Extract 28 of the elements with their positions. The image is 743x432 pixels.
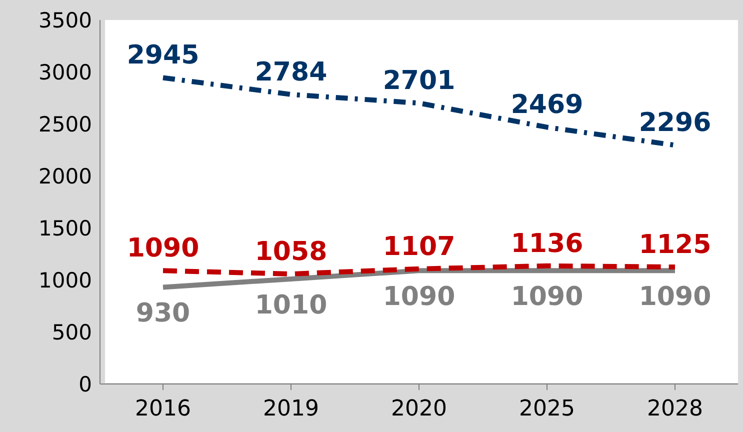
data-label: 1136 — [510, 228, 584, 259]
data-label: 930 — [136, 298, 190, 329]
y-tick-label: 500 — [52, 320, 92, 344]
y-tick-label: 2000 — [38, 164, 92, 188]
data-label: 2945 — [126, 40, 200, 71]
data-label: 1090 — [126, 234, 200, 264]
x-tick-label: 2019 — [263, 396, 319, 422]
data-label: 2469 — [510, 90, 584, 120]
data-label: 1090 — [510, 282, 584, 312]
y-tick-label: 2500 — [38, 112, 92, 136]
y-tick-label: 3500 — [38, 8, 92, 32]
data-label: 1010 — [254, 290, 328, 320]
y-tick-label: 0 — [78, 372, 92, 396]
x-tick-label: 2016 — [135, 396, 191, 422]
y-tick-label: 1500 — [38, 216, 92, 240]
x-tick-label: 2025 — [519, 396, 575, 422]
y-tick-label: 1000 — [38, 268, 92, 292]
data-label: 1090 — [382, 282, 456, 312]
data-label: 2701 — [382, 66, 456, 96]
data-label: 1107 — [382, 232, 456, 262]
data-label: 1125 — [638, 230, 712, 260]
data-label: 1090 — [638, 282, 712, 312]
x-tick-label: 2020 — [391, 396, 447, 422]
data-label: 2296 — [638, 108, 712, 138]
x-tick-label: 2028 — [647, 396, 703, 422]
data-label: 2784 — [254, 57, 328, 88]
y-tick-label: 3000 — [38, 60, 92, 84]
data-label: 1058 — [254, 236, 328, 267]
